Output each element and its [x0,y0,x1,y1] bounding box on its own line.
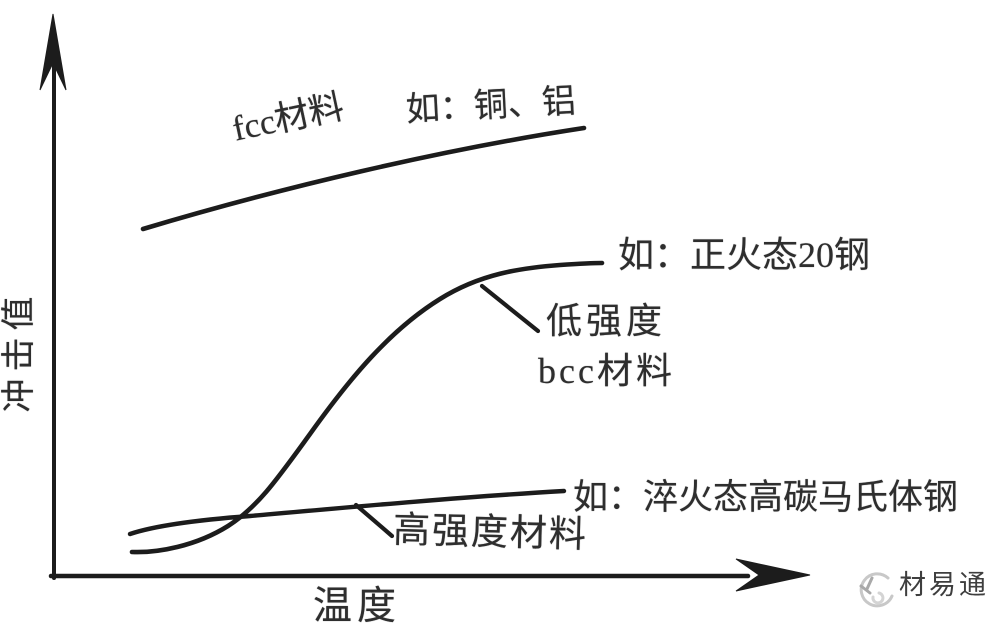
watermark-logo-icon [859,572,894,608]
x-axis-arrow-icon [735,558,811,592]
bcc-curve-label-line2: bcc材料 [538,351,675,391]
y-axis-arrow-icon [39,13,67,91]
bcc-curve-label-line1: 低强度 [546,301,667,341]
bcc-example-label: 如：正火态20钢 [618,235,871,275]
high-strength-curve [127,488,567,537]
high-strength-curve-label: 高强度材料 [392,510,589,557]
x-axis-label: 温度 [313,585,402,628]
bcc-s-curve [129,260,605,555]
bcc-leader-line [479,283,541,334]
fcc-curve [140,125,587,232]
high-strength-example-label: 如：淬火态高碳马氏体钢 [573,478,959,517]
y-axis-label: 冲击值 [1,289,38,413]
high-strength-leader-line [353,502,395,539]
watermark-text: 材易通 [899,570,989,600]
